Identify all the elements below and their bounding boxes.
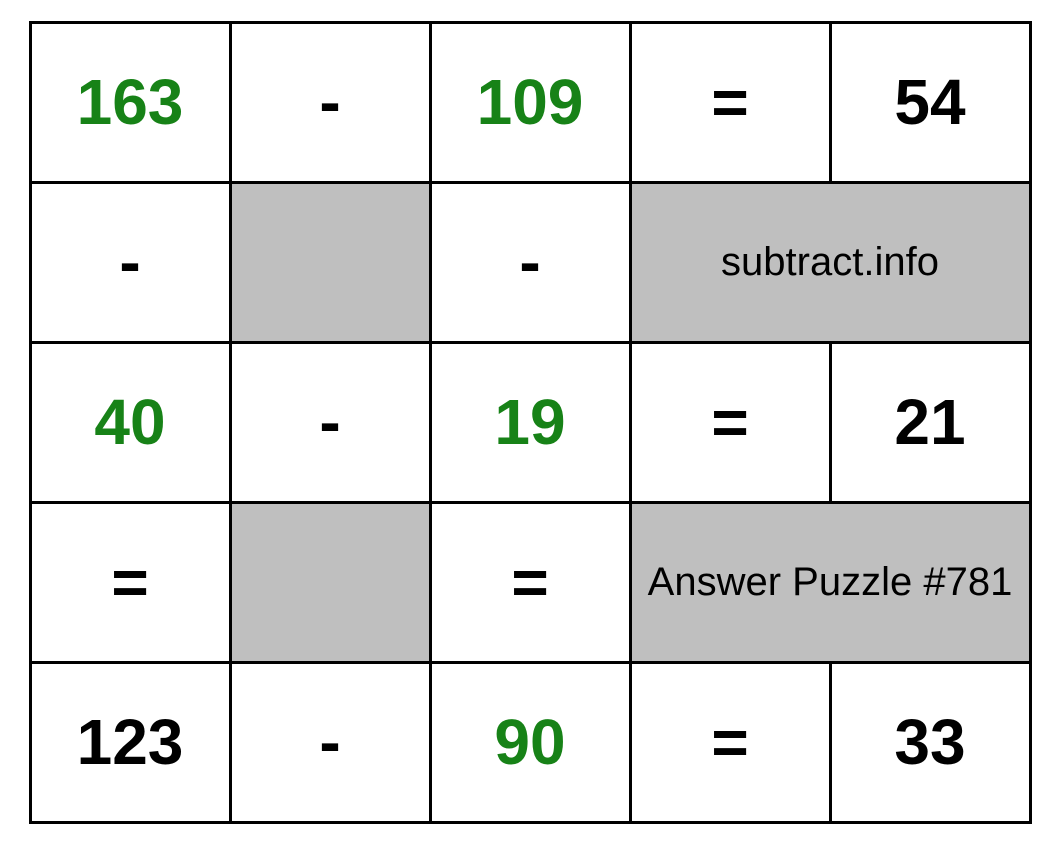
cell-operator: =	[630, 662, 830, 822]
cell-operator: =	[430, 502, 630, 662]
cell-blank	[230, 502, 430, 662]
table-row: 123 - 90 = 33	[30, 662, 1030, 822]
cell-operator: =	[30, 502, 230, 662]
cell-operator: -	[430, 182, 630, 342]
cell-puzzle-label: Answer Puzzle #781	[630, 502, 1030, 662]
cell-value: 90	[430, 662, 630, 822]
cell-value: 123	[30, 662, 230, 822]
cell-site-label: subtract.info	[630, 182, 1030, 342]
cell-operator: =	[630, 342, 830, 502]
cell-blank	[230, 182, 430, 342]
table-row: - - subtract.info	[30, 182, 1030, 342]
cell-operator: -	[230, 22, 430, 182]
puzzle-grid: 163 - 109 = 54 - - subtract.info 40 - 19…	[29, 21, 1032, 824]
cell-value: 40	[30, 342, 230, 502]
cell-operator: -	[230, 662, 430, 822]
cell-operator: =	[630, 22, 830, 182]
puzzle-container: 163 - 109 = 54 - - subtract.info 40 - 19…	[0, 0, 1060, 844]
cell-value: 54	[830, 22, 1030, 182]
cell-operator: -	[30, 182, 230, 342]
cell-value: 33	[830, 662, 1030, 822]
cell-value: 19	[430, 342, 630, 502]
cell-value: 21	[830, 342, 1030, 502]
table-row: 163 - 109 = 54	[30, 22, 1030, 182]
cell-value: 109	[430, 22, 630, 182]
cell-value: 163	[30, 22, 230, 182]
table-row: = = Answer Puzzle #781	[30, 502, 1030, 662]
cell-operator: -	[230, 342, 430, 502]
table-row: 40 - 19 = 21	[30, 342, 1030, 502]
